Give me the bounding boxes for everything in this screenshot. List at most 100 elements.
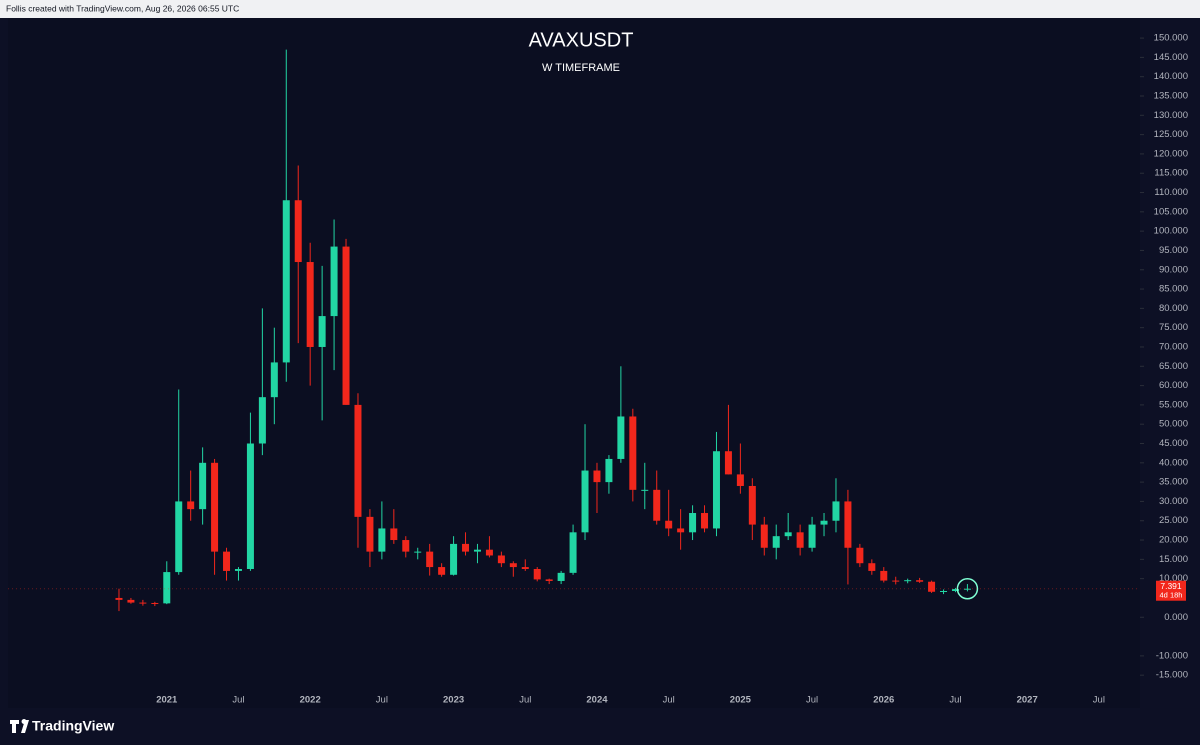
x-tick-label: Jul [949, 695, 961, 706]
candle-body [318, 316, 326, 347]
x-tick-label: 2021 [156, 695, 178, 706]
x-tick-label: Jul [663, 695, 675, 706]
candle-body [928, 581, 936, 592]
candle-body [497, 555, 505, 564]
candle-body [677, 528, 685, 533]
candle-body [665, 520, 673, 529]
candle-body [617, 416, 625, 459]
candle-body [856, 547, 864, 564]
plot-area [8, 18, 1140, 708]
candle-body [223, 551, 231, 571]
candle-body [557, 572, 565, 581]
x-tick-label: Jul [232, 695, 244, 706]
header-bar [0, 0, 1200, 18]
candle-body [473, 549, 481, 552]
y-tick-label: 85.000 [1159, 284, 1188, 295]
candle-body [354, 404, 362, 517]
y-tick-label: 130.000 [1154, 110, 1188, 121]
candle-body [426, 551, 434, 568]
candle-body [581, 470, 589, 533]
candle-body [772, 536, 780, 548]
y-tick-label: 110.000 [1154, 187, 1188, 198]
y-tick-label: 50.000 [1159, 419, 1188, 430]
candle-body [880, 570, 888, 581]
y-tick-label: 20.000 [1159, 535, 1188, 546]
candle-body [545, 579, 553, 581]
candle-body [270, 362, 278, 398]
y-tick-label: 115.000 [1154, 168, 1188, 179]
x-tick-label: 2022 [300, 695, 321, 706]
y-tick-label: 90.000 [1159, 264, 1188, 275]
x-tick-label: Jul [1093, 695, 1105, 706]
y-tick-label: 105.000 [1154, 206, 1188, 217]
candle-body [533, 568, 541, 580]
x-tick-label: Jul [519, 695, 531, 706]
candle-body [748, 485, 756, 525]
x-tick-label: 2024 [586, 695, 608, 706]
candle-body [940, 591, 948, 593]
y-tick-label: 125.000 [1154, 129, 1188, 140]
candle-body [689, 513, 697, 533]
candle-body [282, 200, 290, 363]
candle-body [294, 200, 302, 263]
candle-body [211, 462, 219, 552]
candle-body [246, 443, 254, 569]
x-tick-label: 2025 [730, 695, 752, 706]
y-tick-label: -15.000 [1156, 670, 1188, 681]
y-tick-label: 150.000 [1154, 33, 1188, 44]
x-tick-label: 2023 [443, 695, 464, 706]
y-tick-label: 75.000 [1159, 322, 1188, 333]
candle-body [127, 599, 135, 603]
price-label-bg [1156, 580, 1186, 601]
candle-body [868, 563, 876, 571]
candle-body [653, 489, 661, 521]
candle-body [605, 458, 613, 483]
candle-body [963, 588, 971, 590]
x-tick-label: Jul [376, 695, 388, 706]
candle-body [629, 416, 637, 490]
y-tick-label: 55.000 [1159, 399, 1188, 410]
brand-text: TradingView [32, 718, 114, 734]
y-tick-label: 25.000 [1159, 515, 1188, 526]
candle-body [330, 246, 338, 317]
candle-body [521, 567, 529, 569]
y-tick-label: 65.000 [1159, 361, 1188, 372]
candle-body [712, 451, 720, 529]
y-tick-label: 80.000 [1159, 303, 1188, 314]
candle-body [736, 474, 744, 486]
header-text: Follis created with TradingView.com, Aug… [6, 3, 239, 13]
y-tick-label: 140.000 [1154, 71, 1188, 82]
y-tick-label: 30.000 [1159, 496, 1188, 507]
candle-body [832, 501, 840, 521]
candle-body [342, 246, 350, 405]
logo-mark [10, 719, 29, 733]
y-tick-label: 135.000 [1154, 91, 1188, 102]
candle-body [760, 524, 768, 548]
candle-body [784, 532, 792, 537]
candle-body [593, 470, 601, 483]
y-tick-label: 145.000 [1154, 52, 1188, 63]
y-tick-label: 95.000 [1159, 245, 1188, 256]
countdown-label: 4d 18h [1160, 591, 1183, 600]
candle-body [187, 501, 195, 510]
candle-body [904, 580, 912, 582]
candle-body [115, 597, 123, 600]
x-tick-label: 2026 [873, 695, 894, 706]
candle-body [892, 580, 900, 582]
x-tick-label: Jul [806, 695, 818, 706]
candle-body [808, 524, 816, 548]
candle-body [378, 528, 386, 552]
y-tick-label: 70.000 [1159, 341, 1188, 352]
candle-body [366, 516, 374, 552]
price-label: 7.391 [1160, 581, 1182, 591]
x-tick-label: 2027 [1017, 695, 1038, 706]
candle-body [724, 451, 732, 475]
y-tick-label: 45.000 [1159, 438, 1188, 449]
y-tick-label: 120.000 [1154, 148, 1188, 159]
candle-body [916, 580, 924, 582]
y-tick-label: 35.000 [1159, 477, 1188, 488]
candle-body [701, 513, 709, 529]
y-tick-label: 10.000 [1159, 573, 1188, 584]
